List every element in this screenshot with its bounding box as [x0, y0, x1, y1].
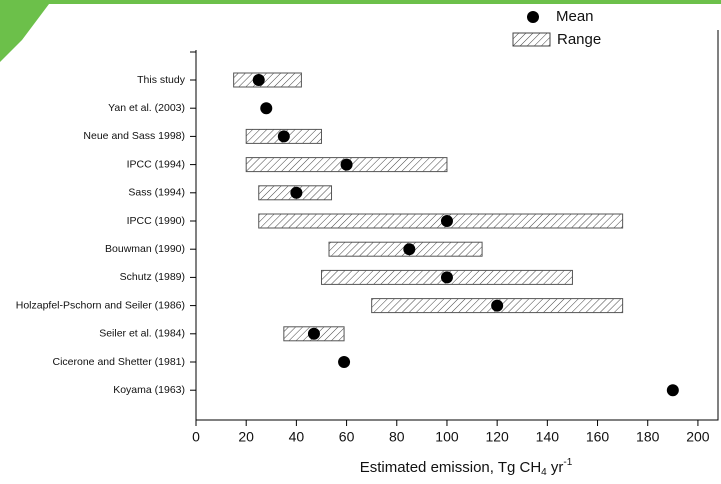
legend-label: Mean	[556, 8, 594, 25]
y-tick-label: Cicerone and Shetter (1981)	[53, 356, 186, 368]
y-tick-label: Bouwman (1990)	[105, 243, 185, 255]
x-tick-label: 140	[536, 429, 560, 445]
mean-dot	[440, 271, 453, 284]
x-tick-label: 20	[238, 429, 254, 445]
x-axis-label: Estimated emission, Tg CH4 yr-1	[360, 457, 573, 478]
x-tick-label: 80	[389, 429, 405, 445]
corner-decoration	[0, 0, 52, 62]
y-tick-label: Yan et al. (2003)	[108, 102, 185, 114]
x-tick-label: 160	[586, 429, 610, 445]
mean-dot	[252, 74, 265, 86]
y-tick-label: IPCC (1994)	[127, 158, 185, 170]
top-band	[0, 0, 721, 4]
y-tick-label: This study	[137, 74, 186, 86]
x-tick-label: 200	[686, 429, 710, 445]
y-tick-label: Holzapfel-Pschorn and Seiler (1986)	[16, 299, 185, 311]
x-tick-label: 180	[636, 429, 660, 445]
x-tick-label: 100	[435, 429, 459, 445]
mean-dot	[260, 102, 273, 115]
x-tick-label: 40	[289, 429, 305, 445]
y-tick-label: Neue and Sass 1998)	[83, 130, 185, 142]
mean-dot	[307, 327, 320, 340]
y-tick-label: IPCC (1990)	[127, 215, 185, 227]
legend-range-marker	[512, 32, 551, 47]
mean-dot	[290, 186, 303, 199]
mean-dot	[340, 158, 353, 171]
range-bar	[233, 72, 302, 88]
legend-label: Range	[557, 31, 601, 48]
x-tick-label: 120	[485, 429, 509, 445]
legend-mean-marker	[527, 11, 539, 23]
y-tick-label: Seiler et al. (1984)	[99, 328, 185, 340]
mean-dot	[491, 299, 504, 312]
x-tick-label: 60	[339, 429, 355, 445]
mean-dot	[403, 243, 416, 256]
plot-frame	[195, 30, 719, 421]
mean-dot	[440, 215, 453, 227]
range-bar	[258, 213, 624, 229]
mean-dot	[277, 130, 290, 143]
y-tick-label: Schutz (1989)	[120, 271, 185, 283]
y-tick-label: Koyama (1963)	[113, 384, 185, 396]
mean-dot	[666, 384, 679, 397]
mean-dot	[338, 356, 351, 368]
x-tick-label: 0	[192, 429, 200, 445]
y-tick-label: Sass (1994)	[128, 187, 185, 199]
